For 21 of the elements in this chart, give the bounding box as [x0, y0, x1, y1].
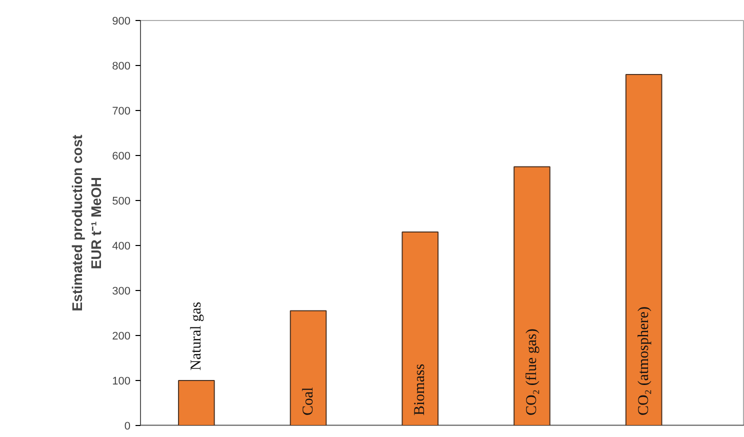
bar: [290, 310, 327, 426]
y-tick-label: 500: [112, 196, 131, 208]
x-tick-label: Biomass: [412, 364, 428, 416]
x-tick-label: Coal: [300, 387, 316, 416]
bar: [514, 166, 550, 426]
x-tick-label: CO₂ (atmosphere): [636, 306, 652, 416]
y-tick-label: 400: [112, 240, 131, 252]
bar: [625, 74, 662, 426]
y-tick-label: 0: [124, 420, 131, 432]
y-tick-label: 300: [112, 286, 131, 298]
y-tick-label: 200: [112, 330, 131, 342]
x-tick-label: Natural gas: [188, 302, 204, 370]
bar: [178, 380, 215, 426]
y-tick-label: 700: [112, 106, 131, 118]
bar: [402, 232, 439, 426]
y-tick-label: 800: [112, 60, 131, 72]
y-axis-title: Estimated production cost EUR t⁻¹ MeOH: [68, 134, 104, 312]
y-tick-label: 900: [112, 16, 131, 28]
y-tick-label: 600: [112, 150, 131, 162]
y-tick-label: 100: [112, 376, 131, 388]
x-tick-label: CO₂ (flue gas): [524, 328, 540, 416]
